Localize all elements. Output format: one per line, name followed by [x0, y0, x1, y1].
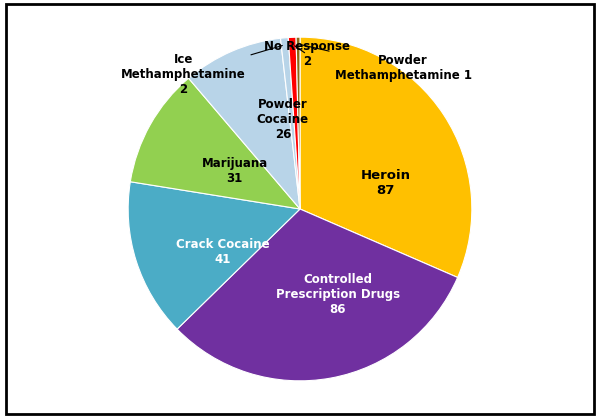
Wedge shape	[188, 38, 300, 209]
Text: Powder
Cocaine
26: Powder Cocaine 26	[257, 98, 309, 141]
Wedge shape	[128, 182, 300, 329]
Wedge shape	[288, 37, 300, 209]
Text: Crack Cocaine
41: Crack Cocaine 41	[176, 238, 269, 266]
Text: Powder
Methamphetamine 1: Powder Methamphetamine 1	[301, 45, 472, 82]
Wedge shape	[296, 37, 300, 209]
Text: Controlled
Prescription Drugs
86: Controlled Prescription Drugs 86	[276, 273, 400, 316]
Text: Ice
Methamphetamine
2: Ice Methamphetamine 2	[121, 46, 283, 97]
Wedge shape	[177, 209, 458, 381]
Text: Marijuana
31: Marijuana 31	[202, 157, 268, 185]
Wedge shape	[130, 78, 300, 209]
Wedge shape	[300, 37, 472, 278]
Wedge shape	[280, 38, 300, 209]
Text: No Response
2: No Response 2	[264, 40, 350, 68]
Text: Heroin
87: Heroin 87	[361, 169, 411, 197]
